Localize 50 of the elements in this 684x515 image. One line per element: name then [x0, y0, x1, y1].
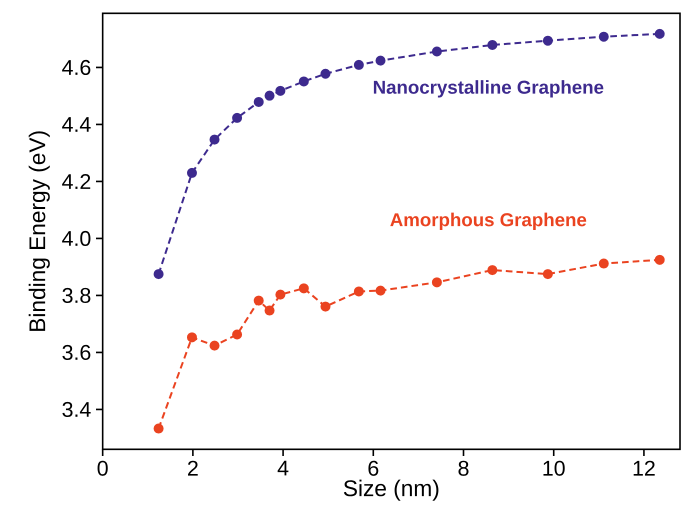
x-tick-label: 0 [98, 460, 108, 476]
point [487, 40, 498, 50]
point [542, 36, 553, 46]
y-tick-label: 4.6 [62, 60, 90, 76]
y-tick-label: 4.2 [62, 174, 90, 190]
point [354, 286, 364, 297]
y-axis-title: Binding Energy (eV) [28, 132, 50, 332]
point [320, 68, 330, 79]
x-tick-label: 8 [458, 460, 469, 476]
point [432, 46, 442, 57]
point [154, 269, 164, 280]
series-label: Nanocrystalline Graphene [374, 80, 604, 98]
point [254, 296, 264, 306]
point [210, 134, 220, 145]
point [654, 254, 665, 265]
series-label: Amorphous Graphene [390, 212, 586, 230]
point [376, 286, 386, 296]
point [598, 258, 609, 269]
point [275, 290, 286, 300]
point [210, 340, 220, 351]
point [487, 265, 498, 276]
x-tick-label: 4 [278, 460, 288, 476]
point [264, 90, 275, 101]
point [254, 97, 264, 108]
point [154, 424, 164, 434]
point [186, 332, 197, 342]
x-tick-label: 10 [543, 460, 565, 476]
point [542, 269, 553, 280]
point [654, 29, 665, 40]
y-tick-label: 4.4 [62, 117, 91, 132]
point [264, 306, 275, 316]
y-tick-label: 4.0 [62, 231, 90, 246]
point [354, 60, 364, 70]
y-tick-label: 3.8 [62, 288, 90, 304]
point [275, 86, 286, 96]
x-tick-label: 2 [188, 460, 198, 476]
y-tick-label: 3.4 [62, 402, 91, 418]
point [598, 32, 609, 42]
point [232, 330, 242, 340]
point [186, 168, 197, 178]
point [376, 56, 386, 66]
point [298, 283, 309, 294]
x-axis-title: Size (nm) [344, 480, 438, 501]
point [298, 76, 309, 87]
point [232, 113, 242, 124]
point [432, 278, 442, 288]
point [320, 302, 330, 312]
x-tick-label: 6 [368, 460, 378, 476]
y-tick-label: 3.6 [62, 345, 90, 360]
x-tick-label: 12 [634, 460, 655, 476]
